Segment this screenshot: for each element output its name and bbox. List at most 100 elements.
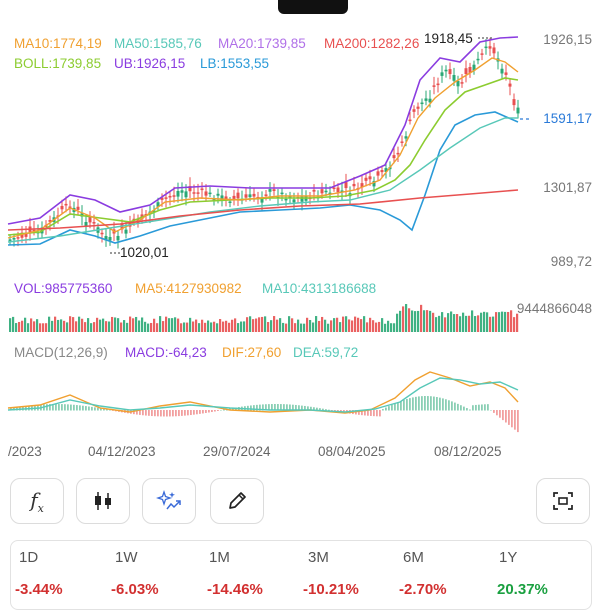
macd-bar [184,410,186,416]
macd-bar [379,410,381,417]
volume-bar [12,316,15,332]
candle-body [48,220,52,222]
volume-bar [483,311,486,332]
macd-bar [58,404,60,411]
volume-bar [315,316,318,332]
macd-bar [247,405,249,411]
macd-bar [310,406,312,411]
volume-bar [444,317,447,332]
candle-body [224,196,228,201]
macd-bar [70,404,72,411]
screenshot-button[interactable] [536,478,590,524]
candle-body [124,229,128,234]
volume-bar [228,322,231,332]
candle-body [260,197,264,203]
volume-bar [357,317,360,332]
change-1m: -14.46% [207,581,263,598]
volume-bar [204,322,207,332]
macd-bar [49,404,51,411]
volume-bar [300,323,303,332]
candle-body [152,210,156,213]
macd-bar [499,410,501,418]
draw-tool-button[interactable] [210,478,264,524]
volume-bar [231,319,234,332]
volume-bar [24,317,27,332]
volume-bar [468,315,471,332]
candle-body [508,83,512,87]
volume-bar [48,316,51,332]
macd-bar [439,397,441,411]
price-axis-top: 1926,15 [543,32,592,47]
volume-bar [387,320,390,332]
volume-bar [405,304,408,332]
volume-bar [330,320,333,332]
volume-bar [381,318,384,332]
candle-body [492,47,496,54]
dif-value: DIF:27,60 [222,345,282,360]
period-1y: 1Y [499,549,518,566]
volume-bar [270,320,273,332]
volume-bar [30,318,33,332]
macd-bar [400,401,402,411]
candle-body [352,183,356,187]
candle-body [476,58,480,61]
volume-bar [351,320,354,332]
volume-bar [429,310,432,332]
macd-bar [106,409,108,411]
chart-type-button[interactable] [76,478,130,524]
macd-bar [364,410,366,416]
macd-bar [331,410,333,411]
change-3m: -10.21% [303,581,359,598]
indicator-function-button[interactable]: fx [10,478,64,524]
macd-bar [409,398,411,411]
candle-body [156,202,160,207]
volume-bar [321,316,324,332]
volume-bar [138,320,141,332]
candle-body [336,187,340,193]
macd-bar [292,404,294,411]
volume-bar [90,323,93,332]
candle-body [444,69,448,72]
macd-bar [67,404,69,411]
candle-body [200,188,204,191]
macd-bar [88,406,90,411]
volume-bar [132,318,135,332]
candle-body [208,192,212,195]
candle-body [500,68,504,74]
macd-bar [256,404,258,411]
macd-bar [103,408,105,411]
volume-bar [393,323,396,332]
macd-bar [433,396,435,411]
change-1w: -6.03% [111,581,159,598]
active-tab-indicator[interactable] [278,0,348,14]
candle-body [220,195,224,201]
candle-body [516,107,520,114]
macd-chart[interactable] [0,360,600,440]
volume-bar [42,323,45,332]
macd-bar [358,410,360,415]
macd-bar [136,410,138,415]
candle-body [320,189,324,194]
candle-body [268,189,272,192]
volume-bar [462,312,465,332]
ai-analysis-button[interactable] [142,478,196,524]
volume-bar [153,318,156,332]
macd-bar [259,404,261,411]
macd-bar [469,409,471,411]
volume-bar [354,316,357,332]
candle-body [108,237,112,241]
volume-bar [120,322,123,332]
price-chart[interactable] [0,0,600,280]
candle-body [280,192,284,195]
macd-bar [64,404,66,411]
ub-label: UB:1926,15 [114,56,186,71]
change-6m: -2.70% [399,581,447,598]
macd-bar [505,410,507,423]
period-1m: 1M [209,549,230,566]
macd-bar [304,405,306,411]
volume-bar [435,317,438,332]
candle-body [372,181,376,187]
candle-body [248,194,252,198]
macd-bar [169,410,171,417]
volume-chart[interactable] [0,300,600,340]
